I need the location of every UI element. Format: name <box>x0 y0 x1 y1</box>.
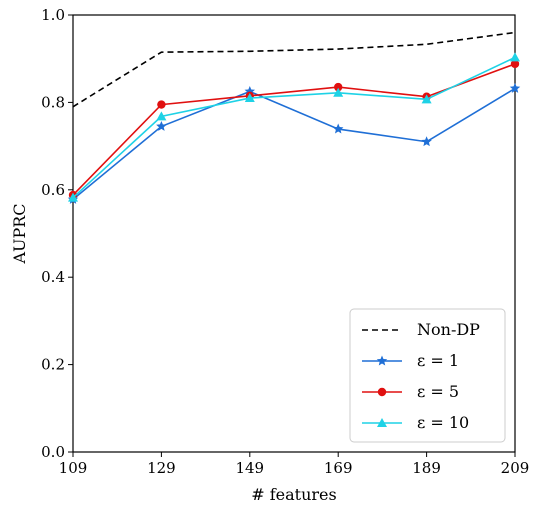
y-tick-label: 0.2 <box>41 356 65 374</box>
y-tick-label: 1.0 <box>41 6 65 24</box>
legend-label: ε = 5 <box>417 382 459 401</box>
series-3 <box>68 52 520 202</box>
series-1 <box>67 82 521 204</box>
series-line <box>72 56 516 199</box>
y-axis-ticks: 0.0 0.2 0.4 0.6 0.8 1.0 <box>41 6 73 461</box>
legend-box <box>349 308 506 443</box>
legend-label: ε = 1 <box>417 351 459 370</box>
data-point <box>509 82 521 93</box>
data-point <box>244 93 255 103</box>
x-tick-label: 189 <box>412 459 441 477</box>
x-tick-label: 209 <box>501 459 530 477</box>
y-tick-label: 0.6 <box>41 181 65 199</box>
data-point <box>333 87 344 97</box>
legend-marker <box>376 355 388 366</box>
series-0 <box>72 31 516 108</box>
x-axis-label: # features <box>251 485 336 504</box>
x-tick-label: 169 <box>324 459 353 477</box>
legend-label: Non-DP <box>417 320 480 339</box>
data-point <box>156 120 167 131</box>
legend-entry: ε = 1 <box>362 351 459 370</box>
y-tick-label: 0.4 <box>41 268 65 286</box>
series-2 <box>68 59 520 200</box>
legend-marker <box>377 418 387 427</box>
y-axis-label: AUPRC <box>10 203 29 264</box>
data-point <box>156 111 167 121</box>
series-line <box>72 87 516 201</box>
x-tick-label: 109 <box>59 459 88 477</box>
data-point <box>68 192 78 202</box>
x-tick-label: 129 <box>147 459 176 477</box>
legend: Non-DP ε = 1 ε = 5 ε = 10 <box>349 308 506 443</box>
data-point <box>510 59 520 69</box>
x-axis-ticks: 109 129 149 169 189 209 <box>59 452 530 477</box>
data-point <box>421 94 432 104</box>
data-point <box>421 136 432 147</box>
data-point <box>332 123 344 134</box>
x-tick-label: 149 <box>235 459 264 477</box>
plot-area-frame <box>72 14 516 453</box>
data-point <box>510 52 520 62</box>
data-point <box>334 82 343 92</box>
series-line <box>72 63 516 196</box>
legend-label: ε = 10 <box>417 413 469 432</box>
y-tick-label: 0.8 <box>41 93 65 111</box>
y-tick-label: 0.0 <box>41 443 65 461</box>
legend-marker <box>377 387 387 397</box>
series-lines <box>67 31 521 204</box>
data-point <box>157 100 166 109</box>
legend-entry: Non-DP <box>362 320 480 339</box>
legend-entry: ε = 10 <box>362 413 469 432</box>
series-line <box>72 31 516 108</box>
legend-entry: ε = 5 <box>362 382 459 401</box>
